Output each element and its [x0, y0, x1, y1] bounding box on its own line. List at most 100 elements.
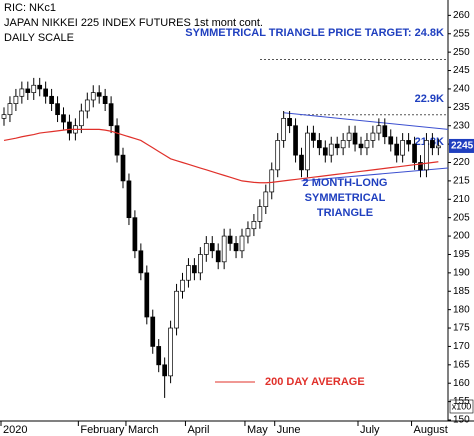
triangle-annotation: 2 MONTH-LONG: [303, 177, 388, 189]
candle-body: [269, 169, 275, 193]
candle-body: [180, 279, 185, 292]
candle-body: [174, 290, 179, 329]
y-tick-label: 160: [453, 378, 470, 389]
y-tick-label: 170: [453, 341, 470, 352]
candle-body: [19, 88, 25, 97]
x-tick-label: 2020: [3, 424, 27, 436]
candle-body: [227, 235, 233, 244]
candle-body: [126, 180, 132, 219]
candle-body: [215, 250, 221, 263]
y-tick-label: 195: [453, 249, 470, 260]
candle-body: [293, 125, 298, 156]
y-tick-label: 235: [453, 102, 470, 113]
candle-body: [221, 235, 227, 263]
candle-body: [334, 143, 340, 149]
candle-body: [311, 132, 316, 141]
y-tick-label: 260: [453, 10, 470, 21]
candle-body: [376, 125, 382, 134]
candle-body: [412, 143, 417, 163]
candle-body: [156, 346, 162, 366]
triangle-annotation: TRIANGLE: [317, 207, 373, 219]
candle-body: [364, 140, 370, 149]
target-annotation: SYMMETRICAL TRIANGLE PRICE TARGET: 24.8K: [185, 27, 444, 39]
y-tick-label: 205: [453, 212, 470, 223]
candle-body: [305, 132, 310, 171]
candle-body: [25, 88, 31, 93]
candle-body: [382, 125, 388, 138]
x-tick-label: July: [360, 424, 380, 436]
candle-body: [120, 154, 126, 182]
x-tick-label: February: [80, 424, 125, 436]
candle-body: [144, 272, 150, 318]
candle-body: [328, 143, 334, 156]
candle-body: [43, 88, 49, 97]
x-tick-label: June: [277, 424, 301, 436]
resistance-annotation: 22.9K: [415, 93, 444, 105]
y-tick-label: 185: [453, 286, 470, 297]
candle-body: [436, 145, 441, 149]
candle-body: [287, 118, 292, 127]
y-tick-label: 210: [453, 194, 470, 205]
candle-body: [245, 228, 251, 237]
candle-body: [49, 95, 54, 104]
y-tick-label: 245: [453, 65, 470, 76]
candle-body: [340, 140, 346, 149]
candle-body: [251, 221, 257, 230]
candle-body: [84, 99, 90, 112]
candle-body: [55, 103, 60, 116]
chart-title: JAPAN NIKKEI 225 INDEX FUTURES 1st mont …: [4, 17, 263, 29]
candle-body: [257, 206, 263, 222]
y-tick-label: 190: [453, 267, 470, 278]
candle-body: [138, 250, 144, 274]
y-tick-label: 255: [453, 28, 470, 39]
y-tick-label: 220: [453, 157, 470, 168]
candle-body: [209, 243, 215, 252]
candle-body: [400, 140, 405, 156]
y-tick-label: 180: [453, 304, 470, 315]
y-tick-label: 240: [453, 84, 470, 95]
x-tick-label: August: [414, 424, 448, 436]
moving-average-line: [3, 128, 439, 184]
candle-body: [299, 154, 304, 171]
upper-trendline: [283, 112, 449, 130]
y-tick-label: 215: [453, 176, 470, 187]
candle-body: [78, 110, 84, 127]
candle-body: [406, 140, 411, 145]
support-annotation: 21.8K: [415, 136, 444, 148]
y-tick-label: 250: [453, 47, 470, 58]
candle-body: [233, 243, 239, 252]
x-tick-label: May: [247, 424, 268, 436]
candle-body: [317, 140, 322, 149]
candle-body: [90, 92, 96, 101]
candle-body: [108, 103, 114, 127]
x-tick-label: March: [128, 424, 159, 436]
candle-body: [263, 191, 269, 207]
candle-body: [203, 243, 209, 255]
y-tick-label: 200: [453, 231, 470, 242]
candle-body: [102, 95, 108, 104]
x-tick-label: April: [187, 424, 209, 436]
last-price-label: 2245: [451, 141, 474, 152]
candle-body: [370, 132, 376, 141]
candle-body: [96, 92, 102, 97]
candle-body: [346, 132, 352, 141]
candle-body: [162, 364, 167, 377]
candle-body: [352, 132, 358, 145]
lower-trendline: [301, 167, 449, 182]
candle-body: [275, 140, 281, 171]
candle-body: [37, 84, 43, 90]
candle-body: [424, 140, 429, 171]
unit-box: [449, 399, 474, 414]
last-price-box: [449, 138, 474, 153]
candle-body: [132, 217, 138, 252]
candle-body: [430, 140, 435, 149]
y-unit-label: x100: [452, 401, 472, 411]
legend-label: 200 DAY AVERAGE: [265, 376, 365, 388]
y-tick-label: 150: [453, 415, 470, 426]
candle-body: [281, 118, 286, 141]
candle-body: [192, 265, 197, 274]
candle-body: [168, 327, 173, 377]
candle-body: [322, 147, 328, 156]
